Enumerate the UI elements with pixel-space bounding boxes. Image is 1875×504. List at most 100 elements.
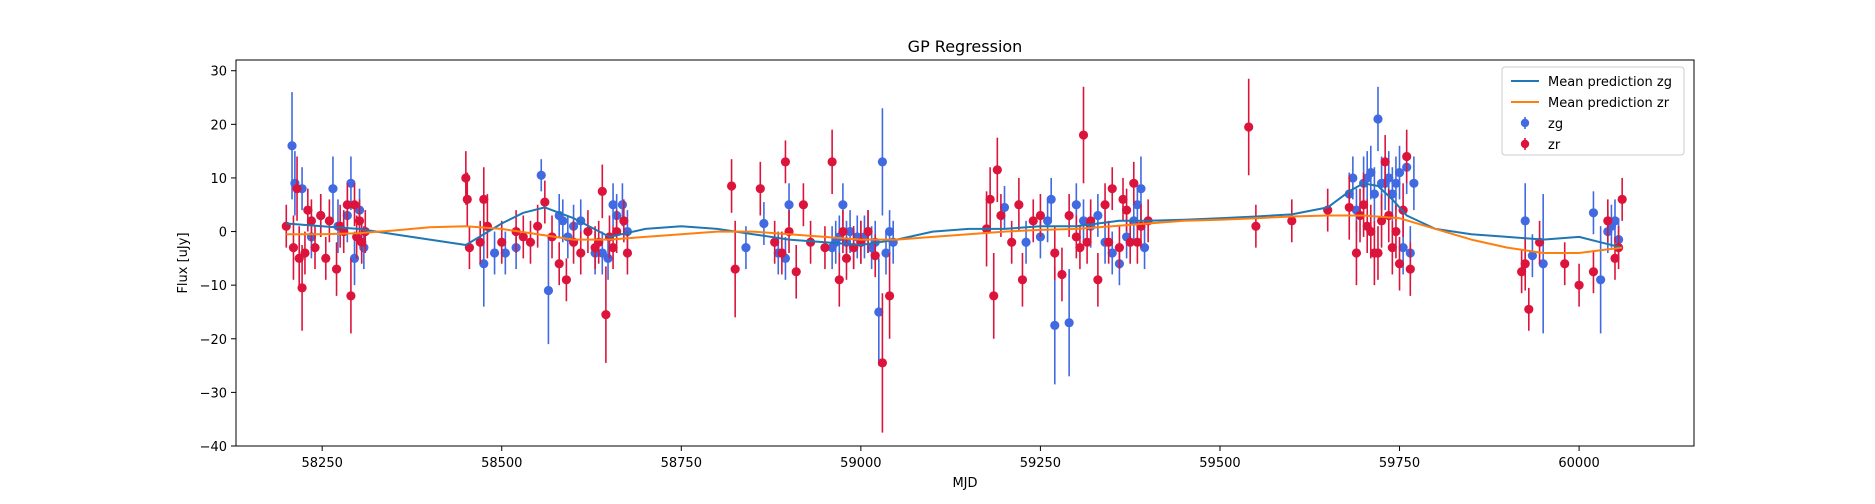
data-point-zg (884, 226, 895, 237)
data-point-zr (1129, 178, 1139, 188)
data-point-zg (479, 259, 489, 269)
data-point-zr (1078, 130, 1089, 140)
data-point-zr (583, 226, 593, 237)
data-point-zr (354, 216, 365, 226)
data-point-zr (1125, 237, 1135, 247)
data-point-zg (1588, 208, 1599, 218)
data-point-zg (597, 248, 607, 258)
x-tick-label: 60000 (1558, 456, 1599, 471)
data-point-zr (461, 173, 471, 183)
data-point-zr (1287, 216, 1297, 226)
data-point-zg (1538, 259, 1548, 269)
data-point-zg (1366, 167, 1376, 178)
data-point-zr (1560, 259, 1570, 269)
data-point-zr (1387, 243, 1397, 253)
data-point-zr (288, 243, 299, 253)
data-point-zg (1373, 114, 1383, 124)
data-point-zr (1405, 264, 1415, 274)
data-point-zr (870, 251, 880, 261)
legend-marker-swatch (1520, 118, 1530, 128)
data-point-zr (1244, 122, 1254, 132)
data-point-zr (1028, 216, 1038, 226)
data-point-zr (497, 237, 507, 247)
data-point-zg (1394, 167, 1405, 178)
data-point-zr (985, 194, 995, 204)
data-point-zg (845, 226, 855, 237)
data-point-zr (827, 157, 837, 167)
data-point-zg (1398, 243, 1408, 253)
data-point-zr (525, 237, 536, 247)
data-point-zr (306, 216, 317, 226)
x-tick-label: 59000 (840, 456, 881, 471)
data-point-zg (1596, 275, 1606, 285)
data-point-zr (996, 210, 1006, 221)
data-point-zr (726, 181, 737, 191)
data-point-zr (316, 210, 326, 221)
legend-item: zr (1520, 138, 1561, 153)
data-point-zg (1021, 237, 1031, 247)
data-point-zr (518, 232, 528, 242)
data-point-zr (1366, 226, 1376, 237)
data-point-zr (1007, 237, 1017, 247)
data-point-zg (1384, 173, 1394, 183)
data-point-zg (287, 141, 297, 151)
data-point-zg (489, 248, 500, 258)
data-point-zr (1107, 184, 1117, 194)
data-point-zr (462, 194, 472, 204)
x-tick-label: 58500 (481, 456, 522, 471)
data-point-zr (303, 205, 313, 215)
data-point-zr (1050, 248, 1060, 258)
data-point-zr (1075, 243, 1085, 253)
legend-label: zg (1548, 117, 1563, 132)
data-point-zg (1107, 248, 1117, 258)
data-point-zg (1369, 189, 1379, 199)
data-point-zr (1610, 253, 1620, 263)
data-point-zr (777, 248, 787, 258)
data-point-zr (1104, 237, 1114, 247)
data-point-zr (1118, 194, 1128, 204)
data-point-zr (805, 237, 816, 247)
data-point-zr (1114, 243, 1125, 253)
plot-area (281, 78, 1627, 433)
data-point-zr (1391, 226, 1401, 237)
data-point-zr (1093, 275, 1103, 285)
y-tick-label: 0 (219, 226, 227, 241)
data-point-zg (1520, 216, 1530, 226)
data-point-zr (1380, 157, 1390, 167)
data-point-zg (328, 184, 338, 194)
data-point-zg (1139, 243, 1150, 253)
data-point-zr (1351, 248, 1362, 258)
x-tick-label: 58750 (661, 456, 702, 471)
data-point-zg (1391, 178, 1401, 188)
legend-item: Mean prediction zr (1511, 96, 1670, 111)
data-point-zr (992, 165, 1002, 175)
data-point-zr (349, 200, 360, 210)
data-point-zg (784, 200, 794, 210)
data-point-zr (1017, 275, 1028, 285)
data-point-zr (331, 264, 342, 274)
data-point-zr (346, 291, 356, 301)
data-point-zr (791, 267, 801, 277)
data-point-zr (1251, 221, 1261, 231)
data-point-zg (500, 248, 510, 258)
data-point-zr (479, 194, 489, 204)
data-point-zr (324, 216, 334, 226)
y-tick-label: −10 (200, 279, 227, 294)
data-point-zg (558, 216, 568, 226)
data-point-zr (608, 243, 618, 253)
mean-line-Mean prediction zg (286, 182, 1623, 249)
data-point-zr (321, 253, 331, 263)
data-point-zr (1344, 202, 1354, 213)
data-point-zr (1035, 210, 1046, 221)
data-point-zg (603, 253, 613, 263)
mean-line-Mean prediction zr (286, 214, 1623, 254)
x-tick-label: 58250 (302, 456, 343, 471)
legend-item: Mean prediction zg (1511, 75, 1672, 90)
y-tick-label: −40 (200, 440, 227, 455)
y-tick-label: −20 (200, 333, 227, 348)
data-point-zr (834, 275, 844, 285)
data-point-zr (540, 197, 550, 207)
data-point-zg (1050, 320, 1060, 330)
data-point-zr (1057, 269, 1067, 280)
